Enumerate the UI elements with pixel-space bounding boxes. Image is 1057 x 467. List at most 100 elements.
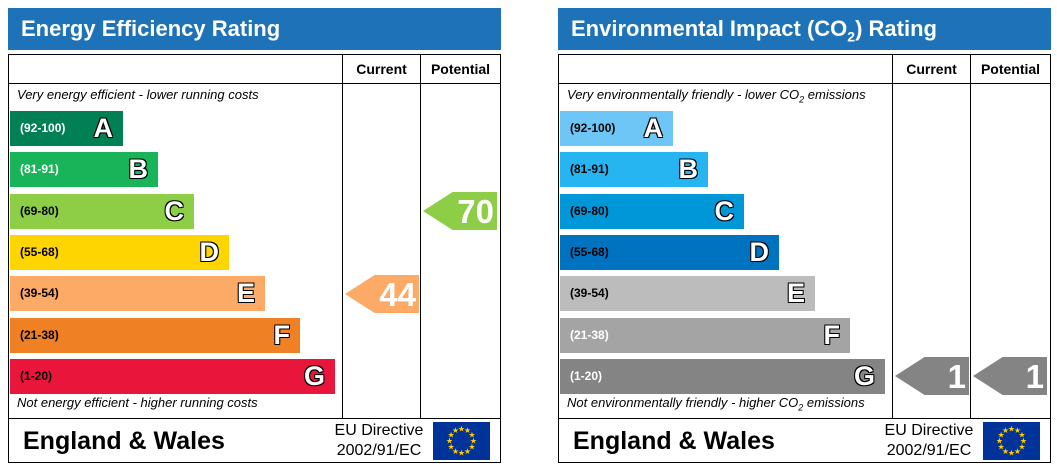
rating-band-g: (1-20) G	[560, 359, 885, 394]
footer-divider	[9, 418, 500, 419]
svg-text:★: ★	[470, 437, 477, 446]
band-range-label: (92-100)	[20, 121, 66, 135]
svg-text:★: ★	[448, 443, 455, 452]
svg-text:★: ★	[1018, 443, 1025, 452]
note-text: emissions	[804, 87, 866, 102]
rating-band-c: (69-80) C	[560, 194, 744, 229]
chart-title-text: Environmental Impact (CO	[571, 16, 848, 41]
band-range-label: (81-91)	[20, 162, 59, 176]
band-letter-label: E	[786, 278, 805, 308]
bottom-note: Not environmentally friendly - higher CO…	[567, 395, 865, 413]
note-subscript: 2	[799, 94, 805, 105]
band-range-label: (39-54)	[20, 286, 59, 300]
rating-band-e: (39-54) E	[10, 276, 265, 311]
band-range-label: (55-68)	[570, 245, 609, 259]
rating-arrow-potential: 1	[973, 357, 1047, 395]
chart-frame: Current Potential Very environmentally f…	[558, 54, 1051, 463]
svg-text:★: ★	[1008, 449, 1015, 458]
band-letter-label: A	[93, 113, 114, 143]
bottom-note: Not energy efficient - higher running co…	[17, 395, 258, 410]
band-range-label: (92-100)	[570, 121, 616, 135]
top-note: Very energy efficient - lower running co…	[17, 87, 259, 102]
column-divider	[420, 55, 421, 418]
directive-line: EU Directive	[334, 422, 424, 439]
svg-text:★: ★	[1014, 447, 1021, 456]
band-letter-label: A	[643, 113, 664, 143]
band-range-label: (55-68)	[20, 245, 59, 259]
eu-flag-icon: ★ ★ ★ ★ ★ ★ ★ ★ ★ ★ ★ ★	[983, 422, 1040, 460]
band-letter-label: F	[273, 320, 291, 350]
region-label: England & Wales	[573, 427, 775, 455]
band-range-label: (39-54)	[570, 286, 609, 300]
band-range-label: (69-80)	[20, 204, 59, 218]
header-divider	[559, 83, 1050, 84]
svg-text:★: ★	[468, 443, 475, 452]
band-letter-label: B	[678, 154, 699, 184]
svg-text:★: ★	[468, 431, 475, 440]
rating-arrow-current: 1	[895, 357, 969, 395]
rating-band-e: (39-54) E	[560, 276, 815, 311]
chart-frame: Current Potential Very energy efficient …	[8, 54, 501, 463]
band-letter-label: F	[823, 320, 841, 350]
svg-text:★: ★	[998, 443, 1005, 452]
band-letter-label: C	[164, 196, 185, 226]
chart-title: Environmental Impact (CO2) Rating	[558, 8, 1051, 50]
svg-text:★: ★	[464, 426, 471, 435]
band-range-label: (21-38)	[570, 328, 609, 342]
rating-band-b: (81-91) B	[10, 152, 158, 187]
svg-text:★: ★	[448, 431, 455, 440]
chart-title-subscript: 2	[847, 28, 856, 45]
svg-text:★: ★	[1002, 426, 1009, 435]
svg-text:★: ★	[458, 425, 465, 434]
rating-band-f: (21-38) F	[560, 318, 850, 353]
rating-band-g: (1-20) G	[10, 359, 335, 394]
rating-band-d: (55-68) D	[10, 235, 229, 270]
band-range-label: (69-80)	[570, 204, 609, 218]
band-letter-label: G	[303, 361, 325, 391]
column-divider	[342, 55, 343, 418]
chart-title: Energy Efficiency Rating	[8, 8, 501, 50]
band-range-label: (1-20)	[570, 369, 603, 383]
band-range-label: (21-38)	[20, 328, 59, 342]
band-range-label: (1-20)	[20, 369, 53, 383]
note-text: emissions	[803, 395, 865, 410]
rating-value: 70	[457, 193, 494, 230]
column-header-current: Current	[906, 61, 957, 77]
svg-text:★: ★	[464, 447, 471, 456]
band-range-label: (81-91)	[570, 162, 609, 176]
top-note: Very environmentally friendly - lower CO…	[567, 87, 866, 105]
band-letter-label: D	[199, 237, 220, 267]
eu-directive: EU Directive 2002/91/EC	[327, 421, 431, 461]
header-divider	[9, 83, 500, 84]
band-letter-label: G	[853, 361, 875, 391]
band-letter-label: E	[236, 278, 255, 308]
svg-text:★: ★	[1018, 431, 1025, 440]
column-header-potential: Potential	[430, 61, 491, 77]
chart-title-text: ) Rating	[855, 16, 937, 41]
band-letter-label: D	[749, 237, 770, 267]
rating-band-c: (69-80) C	[10, 194, 194, 229]
energy-efficiency-chart: Energy Efficiency Rating Current Potenti…	[8, 8, 501, 463]
rating-value: 44	[379, 276, 416, 313]
rating-band-f: (21-38) F	[10, 318, 300, 353]
directive-line: 2002/91/EC	[336, 442, 422, 459]
svg-text:★: ★	[458, 449, 465, 458]
rating-band-a: (92-100) A	[560, 111, 673, 146]
directive-line: 2002/91/EC	[886, 442, 972, 459]
region-label: England & Wales	[23, 427, 225, 455]
rating-value: 1	[947, 358, 966, 395]
column-header-potential: Potential	[980, 61, 1041, 77]
note-subscript: 2	[798, 402, 804, 413]
column-divider	[970, 55, 971, 418]
band-letter-label: C	[714, 196, 735, 226]
eu-flag-icon: ★ ★ ★ ★ ★ ★ ★ ★ ★ ★ ★ ★	[433, 422, 490, 460]
rating-arrow-potential: 70	[423, 192, 497, 230]
svg-text:★: ★	[446, 437, 453, 446]
svg-text:★: ★	[1008, 425, 1015, 434]
eu-directive: EU Directive 2002/91/EC	[877, 421, 981, 461]
rating-arrow-current: 44	[345, 275, 419, 313]
svg-text:★: ★	[452, 426, 459, 435]
footer-divider	[559, 418, 1050, 419]
rating-value: 1	[1025, 358, 1044, 395]
svg-text:★: ★	[1002, 447, 1009, 456]
